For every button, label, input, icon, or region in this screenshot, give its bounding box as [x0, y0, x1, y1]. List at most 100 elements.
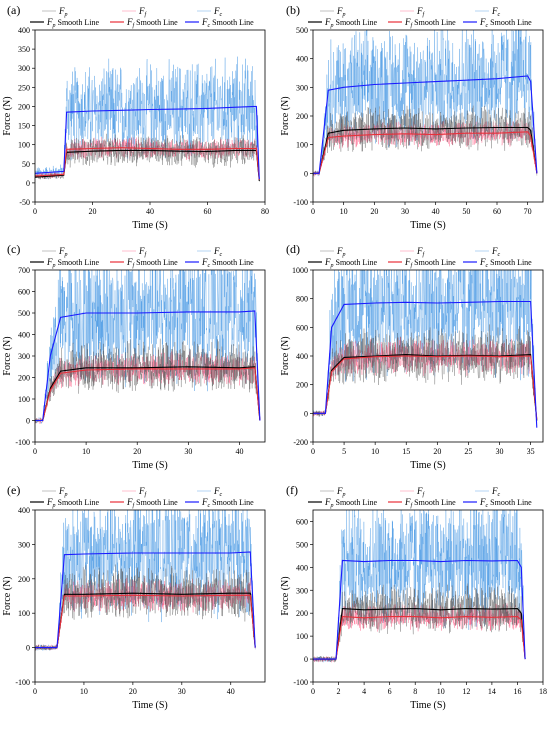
x-tick-label: 12 [462, 687, 470, 696]
x-tick-label: 80 [261, 207, 269, 216]
x-tick-label: 40 [146, 207, 154, 216]
legend: Fp Ff Fc Fp Smooth Line Ff Smooth Line Fc Smo… [30, 6, 254, 29]
x-tick-label: 50 [462, 207, 470, 216]
legend-label-F_c: Fc Smooth Line [201, 257, 254, 269]
x-tick-label: 5 [342, 447, 346, 456]
legend-label-F_c: Fc [213, 246, 223, 258]
x-axis-label: Time (S) [410, 700, 445, 711]
x-tick-label: 40 [235, 447, 243, 456]
x-axis-label: Time (S) [410, 220, 445, 231]
y-tick-label: 250 [18, 83, 30, 92]
legend-label-F_p: Fp [336, 246, 346, 258]
y-tick-label: 300 [18, 352, 30, 361]
raw-trace-F_c [35, 510, 256, 651]
y-tick-label: 0 [304, 409, 308, 418]
legend-label-F_p: Fp [58, 486, 68, 498]
legend-label-F_f: Ff Smooth Line [404, 257, 456, 269]
y-axis-label: Force (N) [280, 336, 291, 375]
y-tick-label: 100 [18, 141, 30, 150]
x-tick-label: 20 [433, 447, 441, 456]
y-tick-label: 200 [18, 374, 30, 383]
smooth-line-F_p [313, 608, 526, 660]
legend: Fp Ff Fc Fp Smooth Line Ff Smooth Line Fc Smo… [308, 486, 532, 509]
raw-trace-F_p [313, 582, 526, 663]
y-tick-label: 600 [296, 517, 308, 526]
raw-trace-F_c [313, 270, 538, 427]
raw-trace-F_c [313, 30, 538, 177]
legend-label-F_f: Ff [416, 246, 426, 258]
plot-area [35, 510, 256, 651]
legend-label-F_c: Fc [491, 486, 501, 498]
y-tick-label: 300 [18, 540, 30, 549]
legend-label-F_p: Fp [58, 6, 68, 18]
plot-area [35, 270, 261, 424]
chart-panel-4: (e) Fp Ff Fc Fp Smooth Line Ff Smooth Line Fc … [2, 483, 266, 711]
y-tick-label: 350 [18, 45, 30, 54]
y-tick-label: 300 [296, 83, 308, 92]
raw-trace-F_p [35, 133, 260, 182]
raw-trace-F_c [35, 56, 260, 179]
legend-label-F_c: Fc [491, 246, 501, 258]
x-tick-label: 10 [340, 207, 348, 216]
legend-label-F_c: Fc Smooth Line [479, 17, 532, 29]
y-tick-label: 0 [304, 169, 308, 178]
legend: Fp Ff Fc Fp Smooth Line Ff Smooth Line Fc Smo… [30, 246, 254, 269]
plot-area [35, 56, 260, 182]
axes-frame [34, 509, 266, 683]
smooth-line-F_c [313, 75, 538, 174]
legend-label-F_p: Fp Smooth Line [324, 257, 378, 269]
x-tick-label: 35 [527, 447, 535, 456]
raw-trace-F_f [313, 120, 538, 177]
y-axis-label: Force (N) [280, 576, 291, 615]
raw-trace-F_c [313, 510, 526, 663]
chart-panel-2: (c) Fp Ff Fc Fp Smooth Line Ff Smooth Line Fc … [2, 242, 266, 471]
raw-trace-F_p [35, 564, 256, 651]
legend-label-F_p: Fp Smooth Line [324, 497, 378, 509]
y-tick-label: 200 [296, 112, 308, 121]
axes-frame [312, 509, 544, 683]
legend-label-F_c: Fc Smooth Line [479, 257, 532, 269]
x-tick-label: 2 [337, 687, 341, 696]
x-tick-label: 0 [33, 207, 37, 216]
y-tick-label: 200 [296, 381, 308, 390]
x-tick-label: 6 [388, 687, 392, 696]
y-tick-label: 100 [18, 609, 30, 618]
y-axis-label: Force (N) [2, 336, 13, 375]
x-tick-label: 16 [513, 687, 521, 696]
y-tick-label: 400 [296, 55, 308, 64]
y-tick-label: 50 [22, 160, 30, 169]
x-tick-label: 0 [311, 207, 315, 216]
smooth-line-F_f [35, 147, 260, 180]
smooth-line-F_f [313, 355, 538, 420]
y-tick-label: 1000 [292, 266, 308, 275]
y-tick-label: 600 [18, 288, 30, 297]
x-tick-label: 20 [89, 207, 97, 216]
y-tick-label: 700 [18, 266, 30, 275]
raw-trace-F_p [313, 105, 538, 176]
x-tick-label: 25 [464, 447, 472, 456]
x-axis-label: Time (S) [132, 700, 167, 711]
y-tick-label: -100 [15, 438, 30, 447]
x-tick-label: 0 [33, 447, 37, 456]
smooth-line-F_f [35, 594, 256, 649]
y-tick-label: -100 [15, 678, 30, 687]
x-tick-label: 15 [402, 447, 410, 456]
panel-label: (f) [286, 483, 298, 497]
chart-panel-0: (a) Fp Ff Fc Fp Smooth Line Ff Smooth Line Fc … [2, 3, 269, 231]
y-axis-label: Force (N) [2, 576, 13, 615]
x-tick-label: 18 [539, 687, 547, 696]
legend-label-F_f: Ff Smooth Line [404, 497, 456, 509]
legend-label-F_c: Fc [491, 6, 501, 18]
legend-label-F_f: Ff Smooth Line [126, 257, 178, 269]
legend-label-F_c: Fc [213, 486, 223, 498]
y-tick-label: 800 [296, 295, 308, 304]
legend-label-F_p: Fp [336, 486, 346, 498]
y-tick-label: 200 [296, 609, 308, 618]
smooth-line-F_f [313, 616, 526, 660]
legend-label-F_p: Fp Smooth Line [324, 17, 378, 29]
legend-label-F_p: Fp Smooth Line [46, 17, 100, 29]
x-axis-label: Time (S) [132, 220, 167, 231]
x-tick-label: 30 [184, 447, 192, 456]
x-tick-label: 0 [33, 687, 37, 696]
y-tick-label: 400 [296, 563, 308, 572]
